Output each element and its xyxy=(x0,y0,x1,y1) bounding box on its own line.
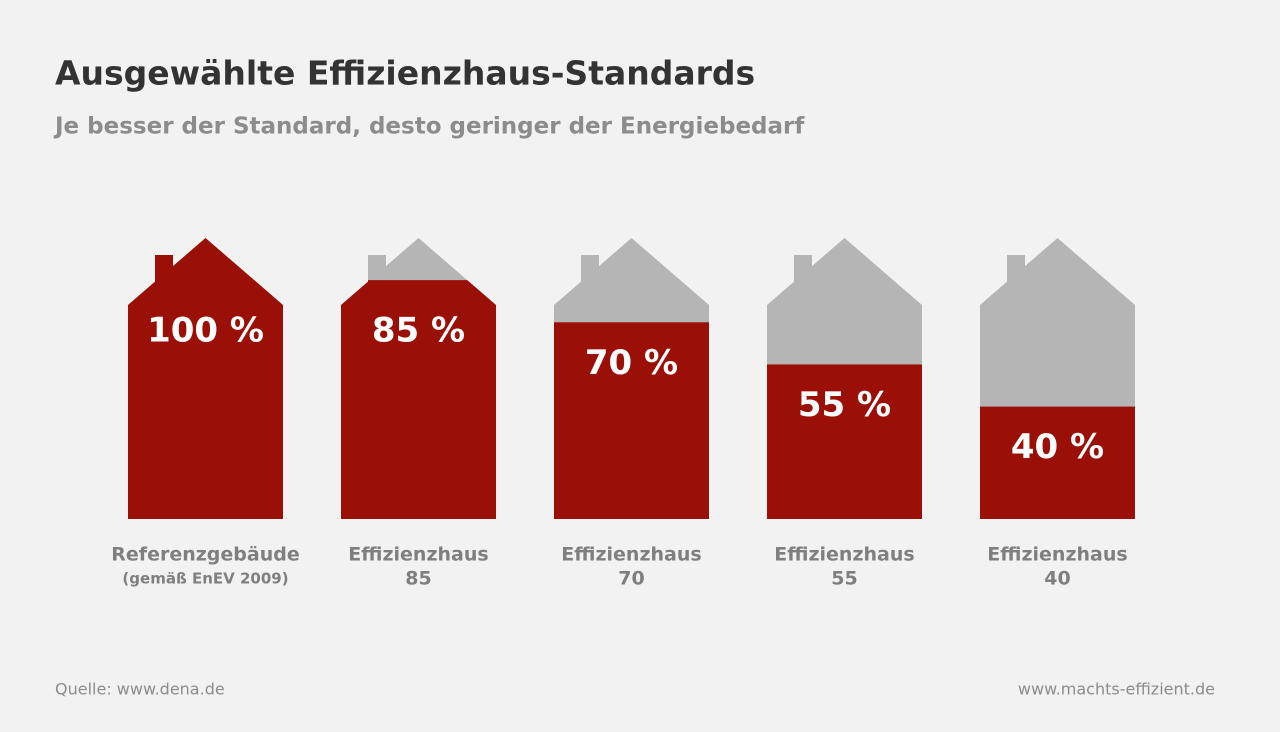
x-tick-label: 40 xyxy=(1044,568,1070,590)
value-label: 85 % xyxy=(372,311,465,351)
x-tick-label: Referenzgebäude xyxy=(111,544,299,566)
x-tick-label: Effizienzhaus xyxy=(774,544,914,566)
x-tick-label: Effizienzhaus xyxy=(561,544,701,566)
bar xyxy=(980,406,1135,519)
credit: www.machts-effizient.de xyxy=(1018,680,1215,699)
value-label: 100 % xyxy=(147,311,264,351)
value-label: 40 % xyxy=(1011,427,1104,467)
value-label: 55 % xyxy=(798,385,891,425)
bar xyxy=(128,238,283,519)
x-tick-label: 85 xyxy=(405,568,431,590)
x-tick-label: 70 xyxy=(618,568,644,590)
x-tick-label: Effizienzhaus xyxy=(348,544,488,566)
chart-subtitle: Je besser der Standard, desto geringer d… xyxy=(53,114,805,140)
bar xyxy=(767,364,922,519)
chart-title: Ausgewählte Effizienzhaus-Standards xyxy=(55,54,755,93)
source: Quelle: www.dena.de xyxy=(55,680,225,699)
bar xyxy=(554,322,709,519)
bar xyxy=(341,280,496,519)
x-tick-label: Effizienzhaus xyxy=(987,544,1127,566)
value-label: 70 % xyxy=(585,343,678,383)
x-tick-label: (gemäß EnEV 2009) xyxy=(122,570,288,588)
x-tick-label: 55 xyxy=(831,568,857,590)
